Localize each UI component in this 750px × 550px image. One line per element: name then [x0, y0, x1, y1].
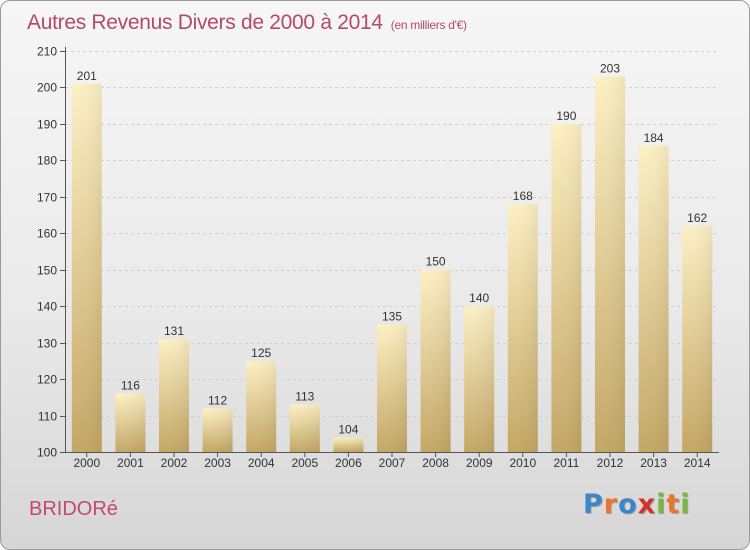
bar-shade [464, 306, 495, 452]
bars [71, 76, 713, 453]
axes: 100 110 120 130 140 150 160 170 180 190 200 210 2000… [37, 45, 719, 470]
y-tick-label: 180 [37, 154, 57, 168]
y-tick-label: 110 [38, 410, 57, 424]
x-tick-label: 2014 [684, 456, 711, 470]
data-label: 162 [687, 211, 707, 225]
logo-letter: i [680, 489, 691, 520]
x-tick-label: 2009 [466, 456, 493, 470]
data-label: 150 [426, 255, 446, 269]
y-tick-label: 190 [37, 118, 57, 132]
y-tick-label: 150 [37, 264, 57, 278]
logo-letter: P [583, 489, 604, 520]
bar-shade [682, 225, 713, 452]
x-tick-label: 2003 [204, 456, 231, 470]
data-label: 190 [556, 109, 576, 123]
x-tick-label: 2008 [422, 456, 449, 470]
bar-shade [377, 324, 407, 452]
place-name: BRIDORé [29, 498, 118, 520]
bar-shade [246, 360, 277, 452]
x-tick-label: 2007 [379, 456, 406, 470]
data-label: 104 [338, 422, 358, 436]
data-labels: 201 116 131 112 125 113 104 135 150 140 168 190 203 1… [77, 62, 708, 437]
logo-letter: i [656, 489, 667, 520]
logo-letter: r [603, 489, 619, 520]
logo-letter: t [666, 489, 681, 520]
bar-shade [507, 204, 538, 452]
bar-shade [595, 76, 625, 452]
x-tick-label: 2006 [335, 456, 362, 470]
x-tick-label: 2011 [553, 456, 579, 470]
x-tick-label: 2001 [117, 456, 144, 470]
bar-shade [333, 437, 364, 452]
x-tick-label: 2002 [161, 456, 188, 470]
bar-shade [420, 269, 451, 452]
proxiti-logo[interactable]: Proxiti [583, 489, 691, 520]
data-label: 201 [77, 69, 97, 83]
data-label: 135 [382, 309, 402, 323]
x-tick-label: 2004 [248, 456, 275, 470]
y-tick-label: 130 [37, 337, 57, 351]
bar-shade [71, 83, 102, 453]
logo-letter: x [637, 489, 657, 520]
data-label: 125 [251, 346, 271, 360]
data-label: 113 [295, 390, 314, 404]
data-label: 184 [644, 131, 664, 145]
bar-shade [115, 393, 146, 452]
bar-shade [159, 338, 189, 452]
data-label: 168 [513, 189, 533, 203]
chart-title: Autres Revenus Divers de 2000 à 2014 (en … [27, 11, 467, 35]
bar-shade [638, 145, 669, 453]
x-tick-label: 2000 [73, 456, 100, 470]
y-tick-label: 160 [37, 227, 57, 241]
data-label: 116 [121, 379, 140, 393]
y-tick-label: 100 [37, 446, 57, 460]
y-tick-label: 120 [37, 373, 57, 387]
data-label: 203 [600, 62, 620, 76]
x-tick-label: 2012 [597, 456, 624, 470]
data-label: 140 [469, 291, 489, 305]
x-tick-label: 2010 [509, 456, 536, 470]
y-tick-label: 210 [37, 45, 57, 59]
bar-shade [202, 408, 233, 452]
y-tick-label: 170 [37, 191, 57, 205]
data-label: 131 [164, 324, 184, 338]
chart-title-text: Autres Revenus Divers de 2000 à 2014 [27, 11, 383, 34]
y-tick-label: 200 [37, 81, 57, 95]
x-tick-label: 2013 [640, 456, 667, 470]
bar-shade [551, 123, 582, 452]
chart-subtitle: (en milliers d'€) [390, 18, 467, 32]
bar-shade [289, 404, 320, 452]
y-tick-label: 140 [37, 300, 57, 314]
x-tick-label: 2005 [291, 456, 318, 470]
data-label: 112 [208, 393, 227, 407]
logo-letter: o [618, 489, 638, 520]
